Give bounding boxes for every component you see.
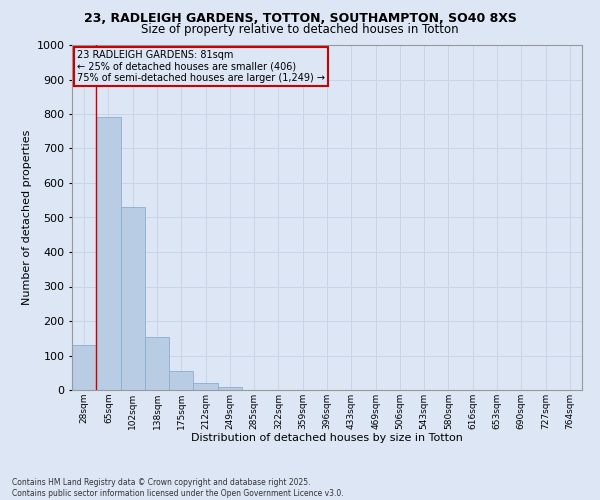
Bar (96, 118, 121, 390)
Text: Contains HM Land Registry data © Crown copyright and database right 2025.
Contai: Contains HM Land Registry data © Crown c… (12, 478, 344, 498)
Text: 23, RADLEIGH GARDENS, TOTTON, SOUTHAMPTON, SO40 8XS: 23, RADLEIGH GARDENS, TOTTON, SOUTHAMPTO… (83, 12, 517, 26)
Bar (193, 383, 218, 390)
Text: 23 RADLEIGH GARDENS: 81sqm
← 25% of detached houses are smaller (406)
75% of sem: 23 RADLEIGH GARDENS: 81sqm ← 25% of deta… (77, 50, 325, 84)
Bar (72, 345, 96, 390)
Bar (218, 387, 242, 390)
X-axis label: Distribution of detached houses by size in Totton: Distribution of detached houses by size … (191, 434, 463, 444)
Bar (145, 336, 169, 390)
Bar (121, 207, 145, 390)
Text: Size of property relative to detached houses in Totton: Size of property relative to detached ho… (141, 22, 459, 36)
Bar (169, 371, 193, 390)
Y-axis label: Number of detached properties: Number of detached properties (22, 130, 32, 305)
